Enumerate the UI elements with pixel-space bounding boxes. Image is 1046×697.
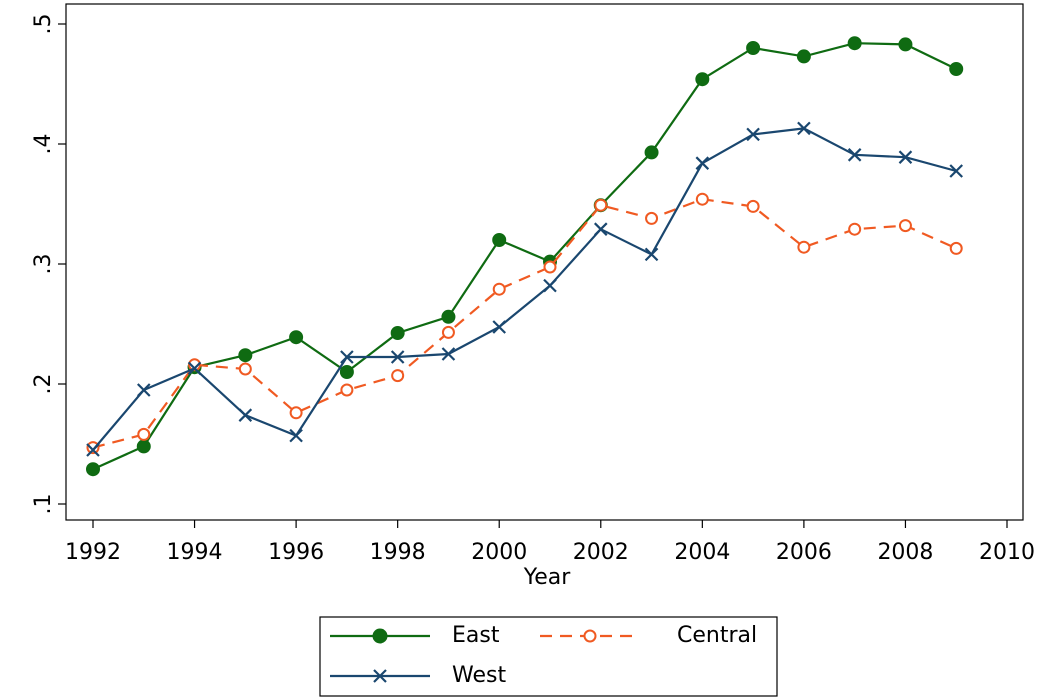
marker	[188, 358, 202, 372]
marker	[695, 72, 710, 87]
y-tick-label: .2	[31, 374, 56, 395]
x-tick-label: 2006	[776, 540, 832, 565]
legend-frame	[319, 616, 778, 697]
x-tick-label: 1998	[370, 540, 426, 565]
marker	[543, 278, 557, 293]
marker	[949, 164, 963, 178]
marker	[695, 156, 710, 170]
legend-marker	[372, 628, 388, 644]
marker	[339, 365, 354, 379]
marker	[645, 211, 659, 225]
marker	[797, 240, 811, 254]
marker	[289, 406, 303, 420]
marker	[289, 428, 303, 443]
marker	[898, 150, 913, 164]
x-tick-label: 2008	[877, 540, 933, 565]
marker	[390, 350, 405, 364]
x-tick-label: 2010	[979, 540, 1035, 565]
y-tick-label: .3	[31, 254, 56, 275]
marker	[441, 309, 456, 324]
x-tick-label: 1994	[167, 540, 223, 565]
legend-marker	[373, 669, 387, 683]
marker	[492, 282, 506, 296]
marker	[898, 37, 913, 52]
x-tick-label: 2002	[573, 540, 629, 565]
marker	[238, 408, 253, 422]
marker	[746, 199, 760, 213]
marker	[949, 62, 964, 76]
x-tick-label: 1992	[65, 540, 121, 565]
marker	[746, 41, 761, 55]
marker	[390, 326, 405, 340]
marker	[137, 427, 151, 441]
marker	[848, 222, 862, 236]
legend-label: Central	[677, 623, 757, 648]
legend-marker	[583, 629, 597, 643]
marker	[187, 361, 202, 376]
marker	[492, 320, 506, 334]
plot-frame	[65, 3, 1024, 521]
marker	[898, 219, 912, 233]
x-tick-label: 2000	[471, 540, 527, 565]
marker	[594, 222, 608, 236]
marker	[796, 49, 811, 64]
x-tick-label: 2004	[674, 540, 730, 565]
marker	[594, 198, 608, 212]
marker	[644, 145, 659, 160]
series-line	[92, 127, 957, 451]
y-tick-label: .4	[31, 134, 56, 155]
marker	[543, 260, 557, 274]
legend-label: West	[452, 663, 506, 688]
marker	[238, 362, 252, 376]
x-tick-label: 1996	[268, 540, 324, 565]
marker	[86, 443, 100, 457]
marker	[86, 441, 100, 455]
marker	[949, 241, 963, 255]
y-tick-label: .5	[31, 14, 56, 35]
marker	[644, 247, 659, 262]
series-line	[92, 42, 957, 471]
marker	[238, 348, 253, 363]
marker	[847, 148, 862, 162]
marker	[441, 325, 455, 339]
legend-label: East	[452, 623, 500, 648]
marker	[391, 369, 405, 383]
marker	[137, 383, 151, 397]
series-line	[92, 198, 957, 449]
marker	[289, 330, 304, 345]
marker	[340, 383, 354, 397]
marker	[441, 347, 456, 361]
x-axis-label: Year	[523, 565, 572, 590]
marker	[746, 127, 760, 142]
marker	[136, 439, 151, 454]
marker	[340, 350, 354, 364]
marker	[847, 36, 862, 51]
marker	[492, 233, 507, 247]
marker	[797, 121, 811, 136]
marker	[695, 192, 709, 206]
y-tick-label: .1	[31, 494, 56, 515]
marker	[86, 462, 100, 477]
